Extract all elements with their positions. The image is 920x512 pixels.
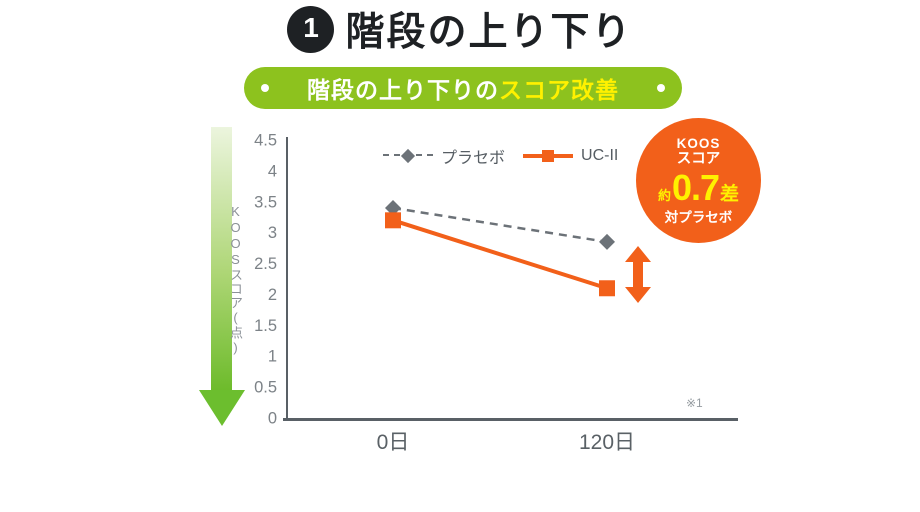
legend-label-ucii: UC-II <box>581 147 619 164</box>
placebo-marker-icon <box>383 148 433 164</box>
score-badge-value-row: 約 0.7 差 <box>657 167 740 209</box>
legend-item-placebo: プラセボ <box>383 144 505 168</box>
y-tick-label: 3 <box>268 224 277 242</box>
pill-label-accent: スコア改善 <box>499 77 619 103</box>
marker-square <box>385 212 401 229</box>
y-tick-label: 4 <box>268 162 277 180</box>
score-badge-value: 0.7 <box>671 167 720 209</box>
footnote: ※1 <box>686 396 703 410</box>
pill-label: 階段の上り下りのスコア改善 <box>307 71 619 105</box>
x-tick-label-1: 120日 <box>578 431 636 454</box>
y-tick-label: 2 <box>268 286 277 304</box>
section-pill: 階段の上り下りのスコア改善 <box>244 67 682 109</box>
pill-label-plain: 階段の上り下りの <box>307 77 499 103</box>
marker-diamond <box>385 199 401 216</box>
score-badge-line1: KOOS <box>676 136 721 152</box>
pill-dot-left-icon <box>261 84 269 92</box>
y-tick-label: 4.5 <box>254 132 277 150</box>
series-line-1 <box>392 218 608 291</box>
marker-diamond <box>599 233 615 250</box>
x-tick-label-0: 0日 <box>376 431 410 454</box>
legend: プラセボ UC-II <box>383 144 618 168</box>
score-badge-approx: 約 <box>657 188 671 204</box>
header: 1 階段の上り下り <box>0 0 920 58</box>
legend-label-placebo: プラセボ <box>441 150 506 167</box>
number-badge: 1 <box>287 5 335 53</box>
number-badge-label: 1 <box>303 12 319 43</box>
y-tick-label: 0.5 <box>254 379 277 397</box>
score-badge-vs: 対プラセボ <box>664 209 733 225</box>
legend-item-ucii: UC-II <box>523 147 618 165</box>
ucii-marker-icon <box>523 148 574 164</box>
pill-dot-right-icon <box>657 84 665 92</box>
difference-arrow <box>625 246 651 303</box>
series-line-0 <box>392 206 608 244</box>
page-title: 階段の上り下り <box>345 11 633 54</box>
y-tick-label: 2.5 <box>254 255 277 273</box>
down-arrow-icon <box>199 390 245 426</box>
y-tick-label: 0 <box>268 410 277 428</box>
marker-square <box>599 280 615 297</box>
y-tick-label: 1.5 <box>254 317 277 335</box>
y-axis-label: KOOSスコア(点) <box>228 204 243 356</box>
down-arrow-shaft <box>211 127 232 391</box>
y-tick-label: 3.5 <box>254 193 277 211</box>
score-badge-suffix: 差 <box>720 184 740 206</box>
score-badge: KOOS スコア 約 0.7 差 対プラセボ <box>636 118 761 243</box>
y-tick-label: 1 <box>268 348 277 366</box>
score-badge-line2: スコア <box>676 151 721 168</box>
